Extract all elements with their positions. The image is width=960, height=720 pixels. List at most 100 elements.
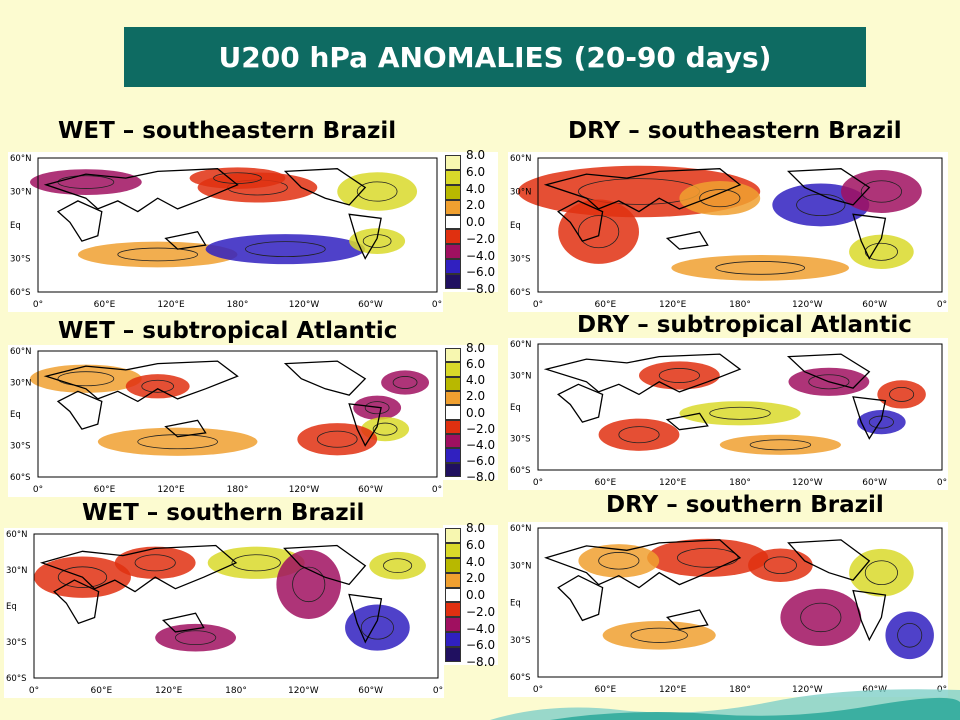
lat-tick-label: 30°S xyxy=(510,255,530,265)
lon-tick-label: 0° xyxy=(33,300,43,310)
contour-line xyxy=(897,622,923,648)
anomaly-region xyxy=(598,418,680,451)
anomaly-region xyxy=(125,374,190,399)
colorbar-swatch xyxy=(445,557,461,573)
contour-line xyxy=(213,172,262,184)
lon-tick-label: 0° xyxy=(937,478,947,488)
lon-tick-label: 60°W xyxy=(862,685,887,695)
lat-tick-label: 30°N xyxy=(510,372,531,382)
panel-label-wet-sa: WET – subtropical Atlantic xyxy=(58,318,398,344)
colorbar-tick-label: −8.0 xyxy=(466,282,496,296)
colorbar-swatch xyxy=(445,155,461,170)
colorbar-tick-label: 0.0 xyxy=(466,588,486,602)
lon-tick-label: 60°W xyxy=(358,686,383,696)
colorbar-tick-label: 6.0 xyxy=(466,537,486,552)
colorbar-swatch xyxy=(445,419,461,434)
anomaly-region xyxy=(647,538,769,577)
colorbar-tick-label: 2.0 xyxy=(466,198,486,213)
colorbar-swatch xyxy=(445,229,461,245)
contour-line xyxy=(618,426,660,444)
anomaly-region xyxy=(155,623,237,652)
lon-tick-label: 0° xyxy=(937,300,947,310)
contour-line xyxy=(763,556,797,574)
contour-line xyxy=(362,234,392,248)
anomaly-region xyxy=(671,255,850,281)
map-frame xyxy=(33,533,439,679)
lon-tick-label: 0° xyxy=(432,300,442,310)
colorbar-swatch xyxy=(445,348,461,363)
map-frame xyxy=(37,350,438,478)
colorbar-tick-label: −4.0 xyxy=(466,621,496,636)
contour-line xyxy=(808,374,850,390)
map-panel-wet-sb: 60°N 30°N Eq 30°S 60°S 0° 60°E 120°E 180° 120°W 60… xyxy=(4,528,444,698)
continent-outline xyxy=(852,589,887,642)
colorbar-tick-label: −2.0 xyxy=(466,421,496,436)
lon-tick-label: 120°E xyxy=(157,300,185,310)
contour-line xyxy=(316,430,358,448)
lon-tick-label: 180° xyxy=(729,685,751,695)
continent-outline xyxy=(348,403,382,447)
lat-tick-label: 30°S xyxy=(510,636,530,646)
contour-line xyxy=(709,406,771,420)
lat-tick-label: Eq xyxy=(10,410,21,420)
colorbar-tick-label: 0.0 xyxy=(466,215,486,229)
anomaly-region xyxy=(849,234,914,269)
colorbar-swatch xyxy=(445,184,461,200)
continent-outline xyxy=(56,390,103,430)
colorbar-tick-label: −6.0 xyxy=(466,265,496,280)
lon-tick-label: 60°E xyxy=(94,300,116,310)
contour-line xyxy=(117,247,198,262)
colorbar: 8.0 6.0 4.0 2.0 0.0 −2.0 −4.0 −6.0 −8.0 xyxy=(443,148,498,296)
colorbar-tick-label: 4.0 xyxy=(466,554,486,569)
anomaly-region xyxy=(349,228,406,254)
map-frame xyxy=(537,343,943,471)
contour-line xyxy=(658,368,700,383)
contour-line xyxy=(57,371,115,387)
lon-tick-label: 0° xyxy=(29,686,39,696)
lat-tick-label: 30°S xyxy=(10,255,30,265)
colorbar-tick-label: 4.0 xyxy=(466,373,486,388)
contour-line xyxy=(889,386,915,402)
continent-outline xyxy=(665,412,709,431)
continent-outline xyxy=(852,213,887,260)
lon-tick-label: 180° xyxy=(729,478,751,488)
contour-line xyxy=(372,422,398,436)
colorbar-swatch xyxy=(445,376,461,391)
anomaly-region xyxy=(205,234,366,265)
colorbar-tick-label: 0.0 xyxy=(466,405,486,420)
lon-tick-label: 60°E xyxy=(595,685,617,695)
lon-tick-label: 120°E xyxy=(155,686,183,696)
lon-tick-label: 0° xyxy=(33,485,43,495)
continent-outline xyxy=(43,360,239,403)
continent-outline xyxy=(53,579,100,625)
lon-tick-label: 120°W xyxy=(289,485,320,495)
anomaly-region xyxy=(719,434,841,455)
anomaly-region xyxy=(885,611,934,660)
lon-tick-label: 60°E xyxy=(595,300,617,310)
continent-outline xyxy=(161,612,205,633)
contour-line xyxy=(360,615,394,640)
anomaly-region xyxy=(77,241,238,268)
colorbar-tick-label: 8.0 xyxy=(466,341,486,355)
lon-tick-label: 120°W xyxy=(792,478,823,488)
map-panel-dry-se: 60°N 30°N Eq 30°S 60°S 0° 60°E 120°E 180° 120°W 60… xyxy=(508,152,948,312)
lat-tick-label: 30°N xyxy=(510,561,531,571)
panel-label-wet-se: WET – southeastern Brazil xyxy=(58,118,397,144)
continent-outline xyxy=(557,383,604,423)
anomaly-region xyxy=(578,544,660,578)
anomaly-region xyxy=(780,588,862,647)
colorbar-swatch xyxy=(445,259,461,275)
lat-tick-label: 60°S xyxy=(510,466,530,476)
colorbar-tick-label: −4.0 xyxy=(466,248,496,263)
contour-line xyxy=(245,241,326,258)
continent-outline xyxy=(665,230,709,250)
contour-line xyxy=(292,566,326,603)
lat-tick-label: 30°N xyxy=(6,566,27,576)
anomaly-region xyxy=(639,361,720,390)
contour-line xyxy=(392,376,418,389)
continent-outline xyxy=(786,353,871,389)
contour-line xyxy=(383,558,413,573)
colorbar-swatch xyxy=(445,462,461,477)
colorbar-swatch xyxy=(445,528,461,543)
lat-tick-label: 60°S xyxy=(10,473,30,483)
